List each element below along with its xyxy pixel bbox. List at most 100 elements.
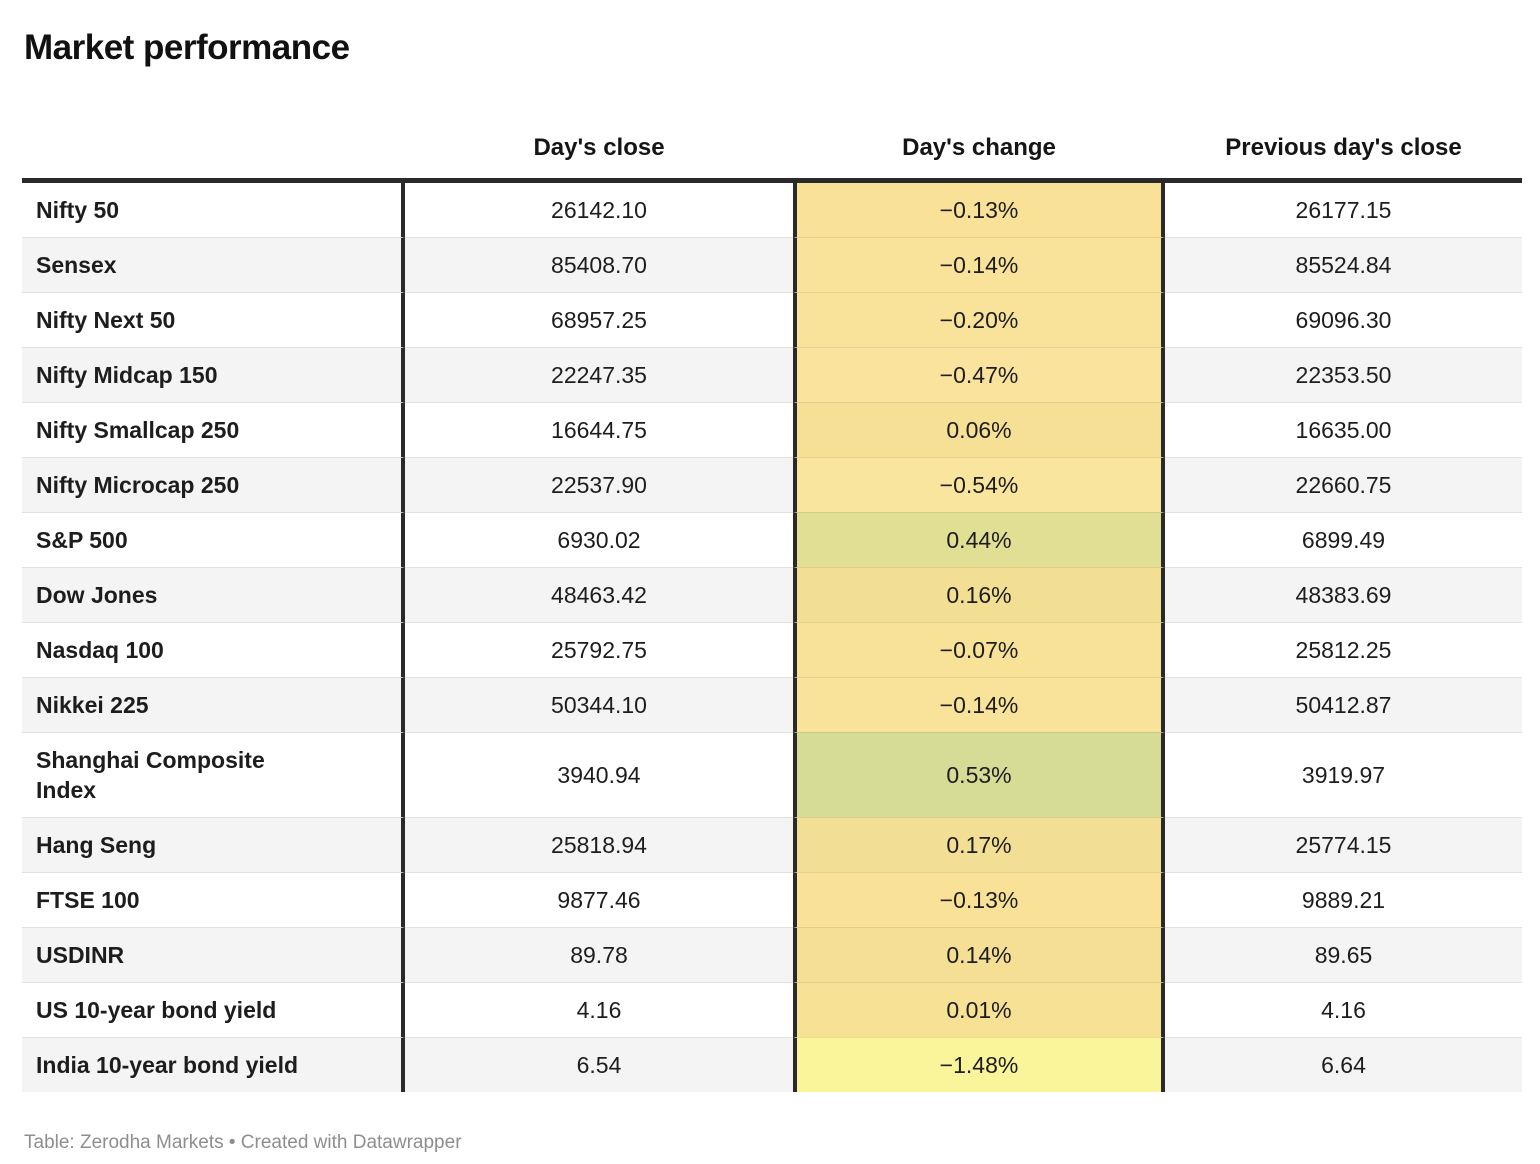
row-label: Nifty Microcap 250 [22,457,405,512]
days-change-value-text: 0.16% [946,582,1012,608]
previous-days-close-value-text: 25812.25 [1295,637,1392,663]
row-label-text: Nifty Midcap 150 [36,362,218,388]
days-close-value: 48463.42 [405,567,793,622]
row-label-text: Nifty Microcap 250 [36,472,240,498]
row-label-text: Shanghai Composite Index [36,747,265,803]
days-change-value: 0.14% [793,927,1165,982]
row-label-text: USDINR [36,942,125,968]
previous-days-close-value: 25774.15 [1165,817,1522,872]
row-label: FTSE 100 [22,872,405,927]
header-days-close: Day's close [533,134,665,161]
days-change-value-text: −0.07% [939,637,1019,663]
days-change-value-text: −0.13% [939,197,1019,223]
table-row: Nifty Next 50 68957.25 −0.20% 69096.30 [22,292,1522,347]
days-change-value-text: −0.47% [939,362,1019,388]
header-days-change: Day's change [902,134,1056,161]
previous-days-close-value: 16635.00 [1165,402,1522,457]
days-close-value-text: 3940.94 [557,762,641,788]
days-change-value: 0.53% [793,732,1165,817]
previous-days-close-value: 9889.21 [1165,872,1522,927]
previous-days-close-value-text: 22660.75 [1295,472,1392,498]
days-change-value-text: −0.13% [939,887,1019,913]
row-label: Nikkei 225 [22,677,405,732]
days-change-value: −0.14% [793,237,1165,292]
days-change-value: −0.47% [793,347,1165,402]
table-row: Dow Jones 48463.42 0.16% 48383.69 [22,567,1522,622]
days-close-value: 25792.75 [405,622,793,677]
days-close-value: 50344.10 [405,677,793,732]
table-row: Hang Seng 25818.94 0.17% 25774.15 [22,817,1522,872]
row-label: Nifty Smallcap 250 [22,402,405,457]
table-row: Nifty 50 26142.10 −0.13% 26177.15 [22,183,1522,237]
days-close-value-text: 22537.90 [551,472,647,498]
days-change-value-text: 0.53% [946,762,1012,788]
table-row: Sensex 85408.70 −0.14% 85524.84 [22,237,1522,292]
row-label-text: India 10-year bond yield [36,1052,299,1078]
row-label: India 10-year bond yield [22,1037,405,1092]
row-label-text: Dow Jones [36,582,158,608]
days-change-value-text: −1.48% [939,1052,1019,1078]
days-change-value: 0.16% [793,567,1165,622]
days-change-value: 0.17% [793,817,1165,872]
row-label: S&P 500 [22,512,405,567]
previous-days-close-value: 85524.84 [1165,237,1522,292]
previous-days-close-value-text: 4.16 [1321,997,1366,1023]
days-close-value: 16644.75 [405,402,793,457]
page-title: Market performance [24,28,350,67]
table-footer-attribution: Table: Zerodha Markets • Created with Da… [24,1132,462,1153]
row-label: Shanghai Composite Index [22,732,405,817]
row-label-text: Hang Seng [36,832,157,858]
row-label-text: Sensex [36,252,117,278]
previous-days-close-value: 26177.15 [1165,183,1522,237]
table-row: Nifty Microcap 250 22537.90 −0.54% 22660.75 [22,457,1522,512]
previous-days-close-value-text: 6.64 [1321,1052,1366,1078]
table-row: India 10-year bond yield 6.54 −1.48% 6.64 [22,1037,1522,1092]
row-label: Nifty 50 [22,183,405,237]
previous-days-close-value: 89.65 [1165,927,1522,982]
previous-days-close-value: 3919.97 [1165,732,1522,817]
days-close-value-text: 4.16 [576,997,622,1023]
previous-days-close-value: 22660.75 [1165,457,1522,512]
row-label-text: S&P 500 [36,527,128,553]
table-row: FTSE 100 9877.46 −0.13% 9889.21 [22,872,1522,927]
days-change-value-text: 0.17% [946,832,1012,858]
days-close-value: 25818.94 [405,817,793,872]
days-change-value-text: −0.14% [939,252,1019,278]
days-close-value-text: 68957.25 [551,307,647,333]
previous-days-close-value-text: 50412.87 [1295,692,1392,718]
row-label: USDINR [22,927,405,982]
previous-days-close-value: 50412.87 [1165,677,1522,732]
days-close-value-text: 25792.75 [551,637,647,663]
row-label: Nifty Midcap 150 [22,347,405,402]
days-close-value-text: 9877.46 [557,887,641,913]
previous-days-close-value-text: 22353.50 [1295,362,1392,388]
days-close-value: 68957.25 [405,292,793,347]
days-close-value: 26142.10 [405,183,793,237]
table-row: US 10-year bond yield 4.16 0.01% 4.16 [22,982,1522,1037]
days-change-value: 0.06% [793,402,1165,457]
days-change-value-text: −0.14% [939,692,1019,718]
table-row: USDINR 89.78 0.14% 89.65 [22,927,1522,982]
days-change-value-text: 0.06% [946,417,1012,443]
previous-days-close-value-text: 89.65 [1314,942,1373,968]
table-row: Shanghai Composite Index 3940.94 0.53% 3919… [22,732,1522,817]
previous-days-close-value: 6.64 [1165,1037,1522,1092]
row-label: Dow Jones [22,567,405,622]
header-previous-days-close: Previous day's close [1225,134,1462,161]
row-label-text: Nifty Smallcap 250 [36,417,240,443]
market-performance-table: Day's close Day's change Previous day's … [22,70,1522,1092]
days-close-value: 22537.90 [405,457,793,512]
row-label: Sensex [22,237,405,292]
days-change-value: −0.54% [793,457,1165,512]
previous-days-close-value: 22353.50 [1165,347,1522,402]
previous-days-close-value-text: 26177.15 [1295,197,1392,223]
table-row: Nasdaq 100 25792.75 −0.07% 25812.25 [22,622,1522,677]
row-label: Nasdaq 100 [22,622,405,677]
previous-days-close-value: 6899.49 [1165,512,1522,567]
table-body: Nifty 50 26142.10 −0.13% 26177.15 Sensex 8540… [22,183,1522,1092]
days-close-value: 6930.02 [405,512,793,567]
days-close-value: 89.78 [405,927,793,982]
row-label-text: FTSE 100 [36,887,140,913]
days-close-value-text: 48463.42 [551,582,647,608]
days-change-value-text: −0.20% [939,307,1019,333]
